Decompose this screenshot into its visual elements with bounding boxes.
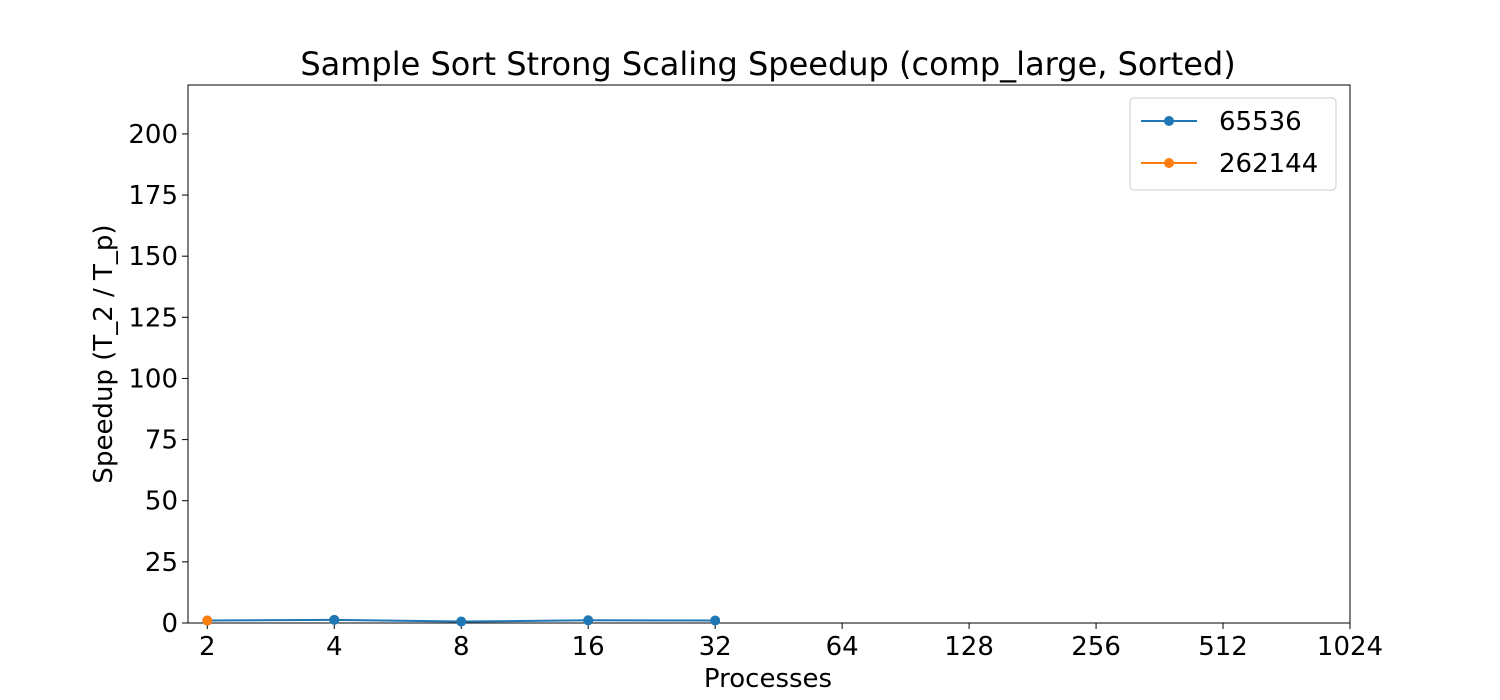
legend-label: 262144 <box>1219 149 1318 179</box>
plot-frame <box>187 84 1351 624</box>
x-tick-label: 2 <box>199 632 216 662</box>
series-65536 <box>202 614 721 627</box>
y-tick-label: 150 <box>128 242 178 272</box>
legend-marker <box>1164 116 1174 126</box>
y-tick-label: 25 <box>145 548 178 578</box>
data-point <box>329 614 340 625</box>
y-tick-label: 175 <box>128 181 178 211</box>
data-point <box>583 615 594 626</box>
x-tick-label: 512 <box>1198 632 1248 662</box>
x-tick-label: 4 <box>326 632 343 662</box>
plot-area: 2 4 8 16 32 64 128 256 512 1024 0 25 50 75 100 125 150 1… <box>128 84 1383 662</box>
x-tick-label: 128 <box>944 632 994 662</box>
x-tick-label: 8 <box>453 632 470 662</box>
x-tick-label: 64 <box>826 632 859 662</box>
data-point <box>456 616 467 627</box>
x-tick-label: 32 <box>699 632 732 662</box>
series-262144 <box>202 615 213 626</box>
y-tick-label: 100 <box>128 364 178 394</box>
data-point <box>202 615 213 626</box>
y-axis: 0 25 50 75 100 125 150 175 200 <box>128 120 188 639</box>
x-axis-label: Processes <box>704 664 832 694</box>
legend: 65536 262144 <box>1129 97 1337 191</box>
series-layer <box>202 614 721 627</box>
y-tick-label: 50 <box>145 487 178 517</box>
y-tick-label: 0 <box>161 609 178 639</box>
legend-label: 65536 <box>1219 107 1302 137</box>
y-tick-label: 75 <box>145 426 178 456</box>
data-point <box>710 615 721 626</box>
x-tick-label: 16 <box>572 632 605 662</box>
y-axis-label: Speedup (T_2 / T_p) <box>89 224 119 483</box>
y-tick-label: 200 <box>128 120 178 150</box>
chart-title: Sample Sort Strong Scaling Speedup (comp… <box>300 45 1235 83</box>
x-axis: 2 4 8 16 32 64 128 256 512 1024 <box>199 623 1383 662</box>
y-tick-label: 125 <box>128 303 178 333</box>
x-tick-label: 1024 <box>1317 632 1383 662</box>
legend-marker <box>1164 158 1174 168</box>
x-tick-label: 256 <box>1071 632 1121 662</box>
